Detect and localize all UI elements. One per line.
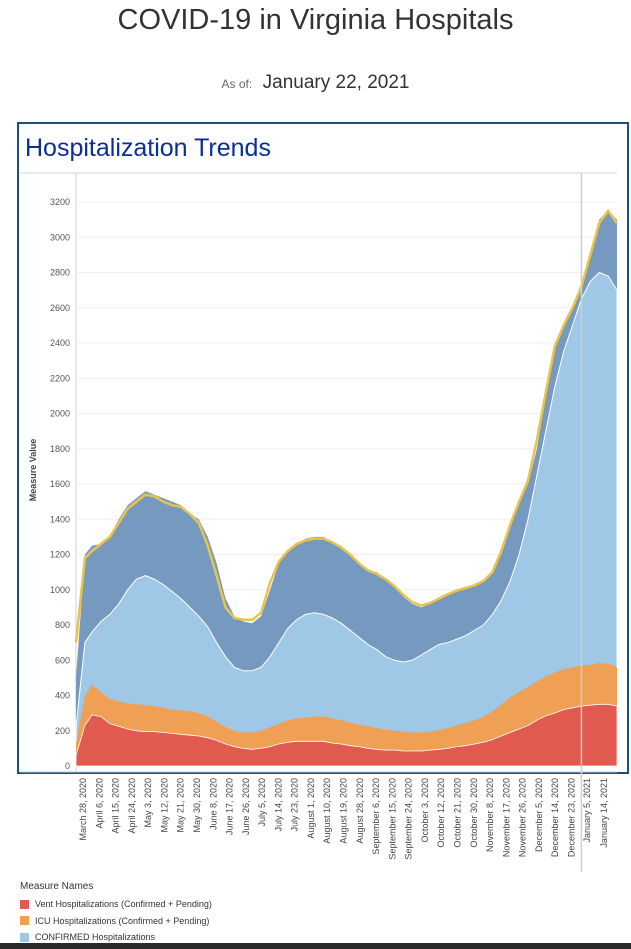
y-tick-label: 1800 [50, 444, 70, 454]
y-tick-label: 2400 [50, 338, 70, 348]
x-tick-label: July 14, 2020 [273, 778, 283, 832]
bottom-toolbar-strip [0, 943, 631, 949]
x-tick-label: December 23, 2020 [566, 778, 576, 857]
y-tick-label: 1200 [50, 550, 70, 560]
legend-item-icu[interactable]: ICU Hospitalizations (Confirmed + Pendin… [20, 913, 212, 930]
y-tick-label: 1000 [50, 585, 70, 595]
legend-item-vent[interactable]: Vent Hospitalizations (Confirmed + Pendi… [20, 896, 212, 913]
x-tick-label: May 12, 2020 [159, 778, 169, 833]
y-axis-label: Measure Value [28, 439, 38, 502]
x-tick-label: October 21, 2020 [452, 778, 462, 848]
x-tick-label: August 10, 2020 [322, 778, 332, 844]
x-tick-label: April 15, 2020 [111, 778, 121, 834]
page-title: COVID-19 in Virginia Hospitals [117, 4, 514, 36]
legend-title: Measure Names [20, 881, 94, 892]
y-tick-label: 0 [65, 761, 70, 771]
x-tick-label: June 17, 2020 [225, 778, 235, 835]
x-tick-label: July 5, 2020 [257, 778, 267, 827]
legend-swatch-vent [20, 899, 29, 909]
x-tick-label: April 6, 2020 [94, 778, 104, 829]
x-tick-label: September 6, 2020 [371, 778, 381, 855]
x-tick-label: June 26, 2020 [241, 778, 251, 835]
y-tick-label: 200 [55, 726, 70, 736]
x-tick-label: September 15, 2020 [387, 778, 397, 860]
x-tick-label: August 1, 2020 [306, 778, 316, 839]
x-tick-label: December 14, 2020 [550, 778, 560, 857]
x-tick-label: April 24, 2020 [127, 778, 137, 834]
x-tick-label: October 3, 2020 [420, 778, 430, 843]
y-tick-label: 1600 [50, 479, 70, 489]
y-tick-label: 2600 [50, 303, 70, 313]
as-of-label: As of: [221, 77, 253, 91]
x-tick-label: September 24, 2020 [404, 778, 414, 860]
y-tick-label: 800 [55, 620, 70, 630]
x-tick-label: November 26, 2020 [518, 778, 528, 857]
legend-label-icu: ICU Hospitalizations (Confirmed + Pendin… [35, 915, 210, 926]
series-area-confirmed[interactable] [75, 271, 618, 767]
series-area-vent[interactable] [75, 703, 618, 767]
x-tick-label: December 5, 2020 [534, 778, 544, 852]
x-tick-label: October 30, 2020 [469, 778, 479, 848]
y-tick-label: 400 [55, 691, 70, 701]
x-tick-label: January 5, 2021 [582, 778, 592, 843]
legend-swatch-confirmed [20, 932, 29, 942]
x-tick-label: March 28, 2020 [78, 778, 88, 841]
x-tick-label: May 30, 2020 [192, 778, 202, 833]
x-tick-label: May 21, 2020 [176, 778, 186, 833]
as-of-line: As of: January 22, 2021 [0, 72, 631, 94]
x-tick-label: January 14, 2021 [599, 778, 609, 848]
card-title: Hospitalization Trends [25, 134, 271, 162]
legend-label-vent: Vent Hospitalizations (Confirmed + Pendi… [35, 899, 212, 910]
y-tick-label: 2000 [50, 409, 70, 419]
x-tick-label: November 17, 2020 [501, 778, 511, 857]
y-tick-label: 2200 [50, 373, 70, 383]
series-line-trend[interactable] [74, 208, 619, 643]
legend-swatch-icu [20, 916, 29, 926]
legend-label-confirmed: CONFIRMED Hospitalizations [35, 932, 156, 943]
y-tick-label: 600 [55, 655, 70, 665]
y-tick-label: 3000 [50, 232, 70, 242]
as-of-date: January 22, 2021 [262, 72, 410, 93]
y-tick-label: 3200 [50, 197, 70, 207]
y-tick-label: 1400 [50, 514, 70, 524]
legend-item-confirmed[interactable]: CONFIRMED Hospitalizations [20, 929, 212, 946]
legend: Measure Names Vent Hospitalizations (Con… [20, 881, 212, 946]
x-tick-label: October 12, 2020 [436, 778, 446, 848]
x-tick-label: August 28, 2020 [355, 778, 365, 844]
x-tick-label: November 8, 2020 [485, 778, 495, 852]
x-tick-label: May 3, 2020 [143, 778, 153, 828]
x-tick-label: June 8, 2020 [208, 778, 218, 830]
y-tick-label: 2800 [50, 268, 70, 278]
x-tick-label: August 19, 2020 [339, 778, 349, 844]
x-tick-label: July 23, 2020 [290, 778, 300, 832]
